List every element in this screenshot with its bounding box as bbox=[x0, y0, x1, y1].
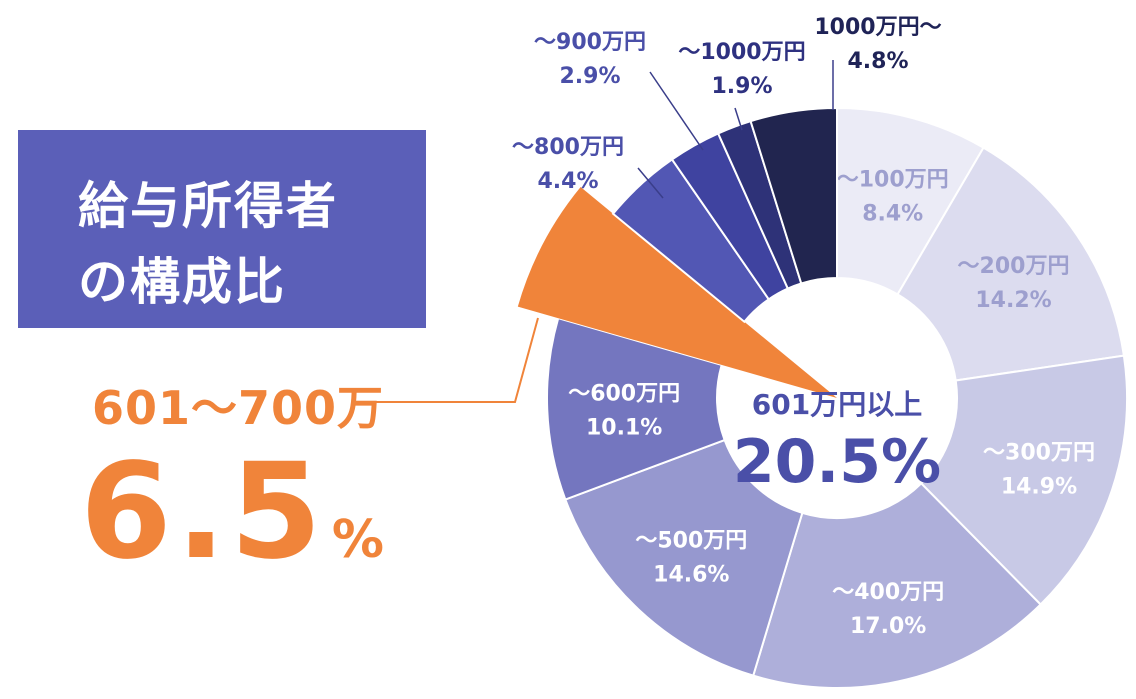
slice bbox=[564, 438, 804, 677]
slice-label: ～200万円 bbox=[958, 254, 1070, 279]
slice bbox=[919, 354, 1128, 606]
slice-label: ～800万円 bbox=[512, 135, 624, 160]
highlight-label: 601～700万 bbox=[92, 381, 385, 435]
slice-label: ～900万円 bbox=[534, 30, 646, 55]
slice-value-label: 1.9% bbox=[711, 74, 772, 99]
slice bbox=[546, 316, 726, 501]
slice-value-label: 8.4% bbox=[862, 201, 923, 226]
highlight-unit: % bbox=[331, 510, 384, 570]
chart-title-line-2: の構成比 bbox=[78, 253, 286, 311]
slice-value-label: 10.1% bbox=[586, 415, 662, 440]
slice-label: ～400万円 bbox=[832, 580, 944, 605]
slice bbox=[896, 146, 1126, 382]
slice-value-label: 14.2% bbox=[975, 288, 1051, 313]
slice-label: 1000万円～ bbox=[814, 15, 941, 40]
slice-value-label: 14.6% bbox=[653, 562, 729, 587]
slice bbox=[749, 106, 838, 285]
slice-value-label: 2.9% bbox=[559, 64, 620, 89]
slice-label: ～300万円 bbox=[983, 441, 1095, 466]
highlight-leader-line bbox=[372, 317, 539, 403]
slice-label: ～500万円 bbox=[635, 528, 747, 553]
slice-highlight bbox=[517, 187, 837, 398]
slice-value-label: 14.9% bbox=[1001, 475, 1077, 500]
highlight-value: 6.5% bbox=[80, 446, 384, 578]
title-box: 給与所得者 の構成比 bbox=[18, 130, 426, 328]
highlight-number: 6.5 bbox=[80, 435, 326, 589]
leader-line bbox=[649, 71, 704, 151]
slice-value-label: 17.0% bbox=[850, 614, 926, 639]
slice-value-label: 4.4% bbox=[537, 169, 598, 194]
leader-line bbox=[637, 167, 664, 199]
center-value: 20.5% bbox=[733, 427, 941, 497]
slice-label: ～1000万円 bbox=[678, 40, 805, 65]
slice-value-label: 4.8% bbox=[847, 49, 908, 74]
slice bbox=[751, 482, 1043, 689]
center-label: 601万円以上 bbox=[752, 388, 922, 421]
slice-label: ～600万円 bbox=[568, 381, 680, 406]
leader-line bbox=[734, 107, 743, 131]
slice-label: ～100万円 bbox=[837, 167, 949, 192]
chart-title-line-1: 給与所得者 bbox=[78, 177, 338, 235]
